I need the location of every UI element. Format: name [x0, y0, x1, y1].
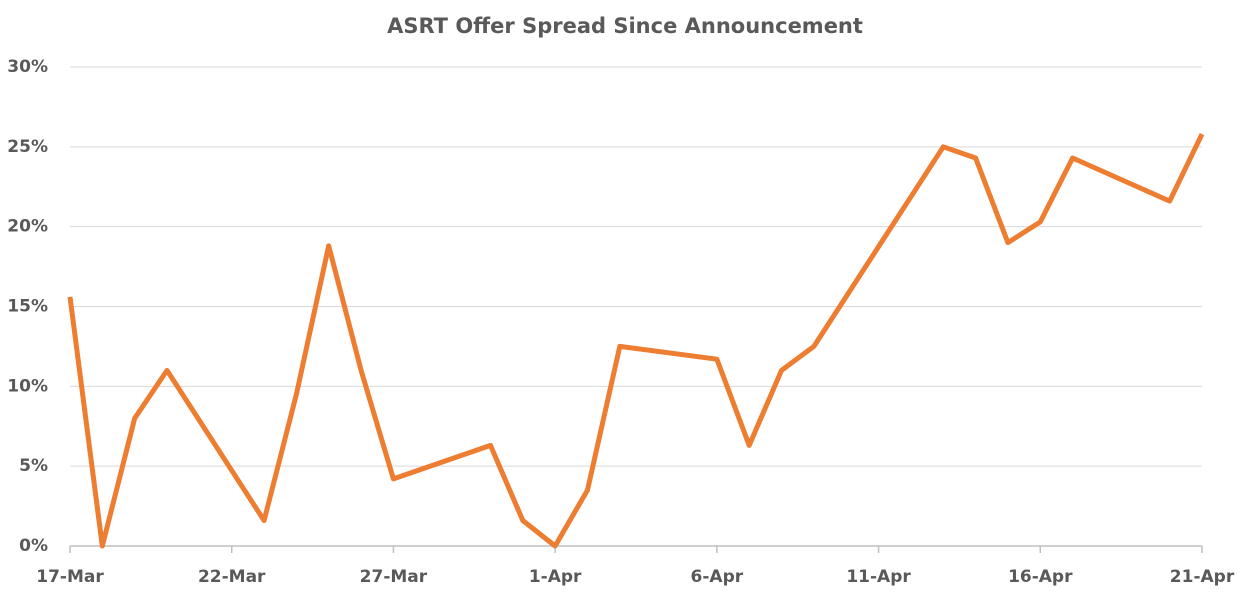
data-line [67, 133, 1205, 549]
x-tick-label: 22-Mar [198, 567, 266, 587]
y-tick-label: 25% [7, 137, 48, 157]
x-tick-label: 6-Apr [691, 567, 744, 587]
y-tick-label: 15% [7, 297, 48, 317]
y-tick-label: 0% [19, 536, 48, 556]
x-tick-label: 11-Apr [846, 567, 911, 587]
y-tick-label: 30% [7, 57, 48, 77]
x-tick-label: 27-Mar [360, 567, 428, 587]
y-tick-label: 20% [7, 217, 48, 237]
x-tick-label: 1-Apr [529, 567, 582, 587]
y-tick-label: 5% [19, 456, 48, 476]
y-tick-label: 10% [7, 376, 48, 396]
x-tick-label: 16-Apr [1008, 567, 1073, 587]
x-tick-label: 21-Apr [1170, 567, 1235, 587]
x-tick-label: 17-Mar [36, 567, 104, 587]
chart-title: ASRT Offer Spread Since Announcement [387, 14, 863, 38]
